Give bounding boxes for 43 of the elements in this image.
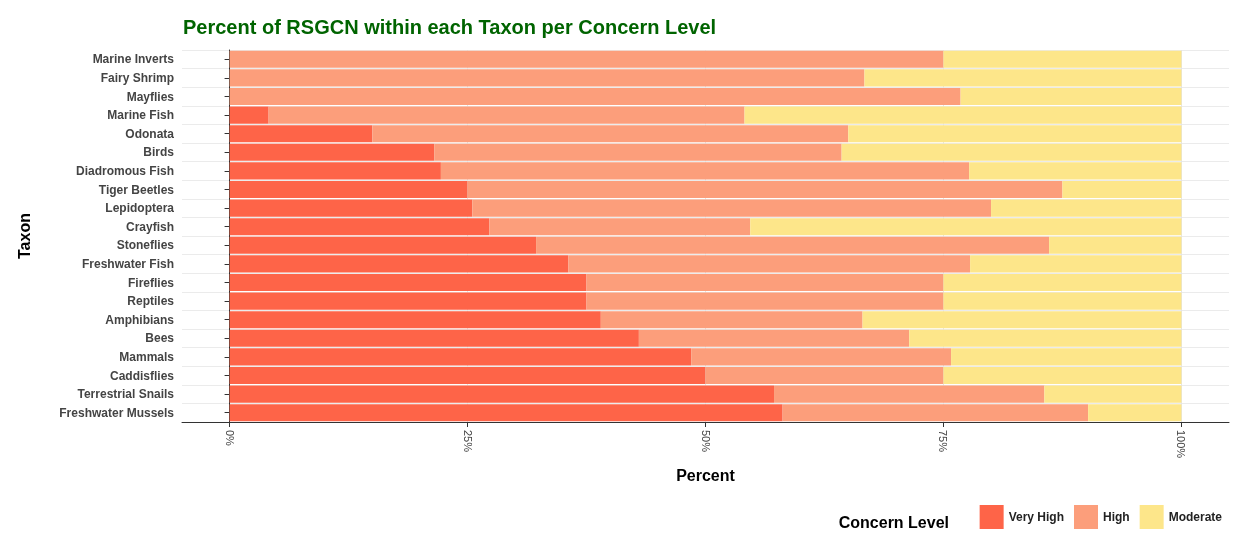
y-tick-label: Odonata	[125, 126, 175, 141]
y-tick-label: Fireflies	[127, 275, 175, 290]
bar	[1062, 180, 1182, 199]
legend-label: High	[1103, 510, 1130, 524]
y-tick-label: Lepidoptera	[105, 201, 175, 216]
chart-title: Percent of RSGCN within each Taxon per Concern Level	[183, 16, 717, 38]
bar	[229, 273, 587, 292]
x-tick-label: 0%	[223, 430, 236, 447]
y-tick-label: Bees	[145, 331, 175, 346]
y-tick-label: Terrestrial Snails	[77, 387, 175, 402]
bar	[705, 366, 944, 385]
y-tick-label: Stoneflies	[116, 238, 175, 253]
y-tick-label: Marine Inverts	[92, 52, 175, 67]
x-tick-label: 50%	[699, 430, 712, 453]
bar	[467, 180, 1063, 199]
y-axis-title: Taxon	[15, 213, 33, 259]
y-tick-label: Freshwater Fish	[81, 256, 174, 271]
bar	[943, 273, 1182, 292]
x-tick-label: 75%	[937, 430, 950, 453]
y-tick-label: Mayflies	[126, 89, 175, 104]
bar	[586, 273, 944, 292]
bar	[943, 366, 1182, 385]
x-axis-title: Percent	[676, 466, 736, 484]
y-tick-label: Caddisflies	[109, 368, 175, 383]
bar	[229, 366, 706, 385]
legend-label: Very High	[1008, 510, 1064, 524]
y-tick-label: Fairy Shrimp	[100, 70, 174, 85]
y-tick-label: Reptiles	[127, 294, 175, 309]
bar	[960, 87, 1182, 106]
y-tick-label: Birds	[143, 145, 175, 160]
x-tick-label: 100%	[1175, 430, 1188, 459]
y-tick-label: Freshwater Mussels	[59, 405, 175, 420]
y-tick-label: Crayfish	[125, 219, 174, 234]
x-tick-label: 25%	[461, 430, 474, 453]
legend-title: Concern Level	[838, 513, 950, 531]
y-tick-label: Tiger Beetles	[98, 182, 175, 197]
legend-label: Moderate	[1168, 510, 1223, 524]
y-tick-label: Diadromous Fish	[75, 163, 174, 178]
bar	[229, 87, 961, 106]
y-tick-label: Amphibians	[105, 312, 175, 327]
y-tick-label: Mammals	[119, 349, 175, 364]
y-tick-label: Marine Fish	[107, 108, 174, 123]
bar	[229, 180, 468, 199]
